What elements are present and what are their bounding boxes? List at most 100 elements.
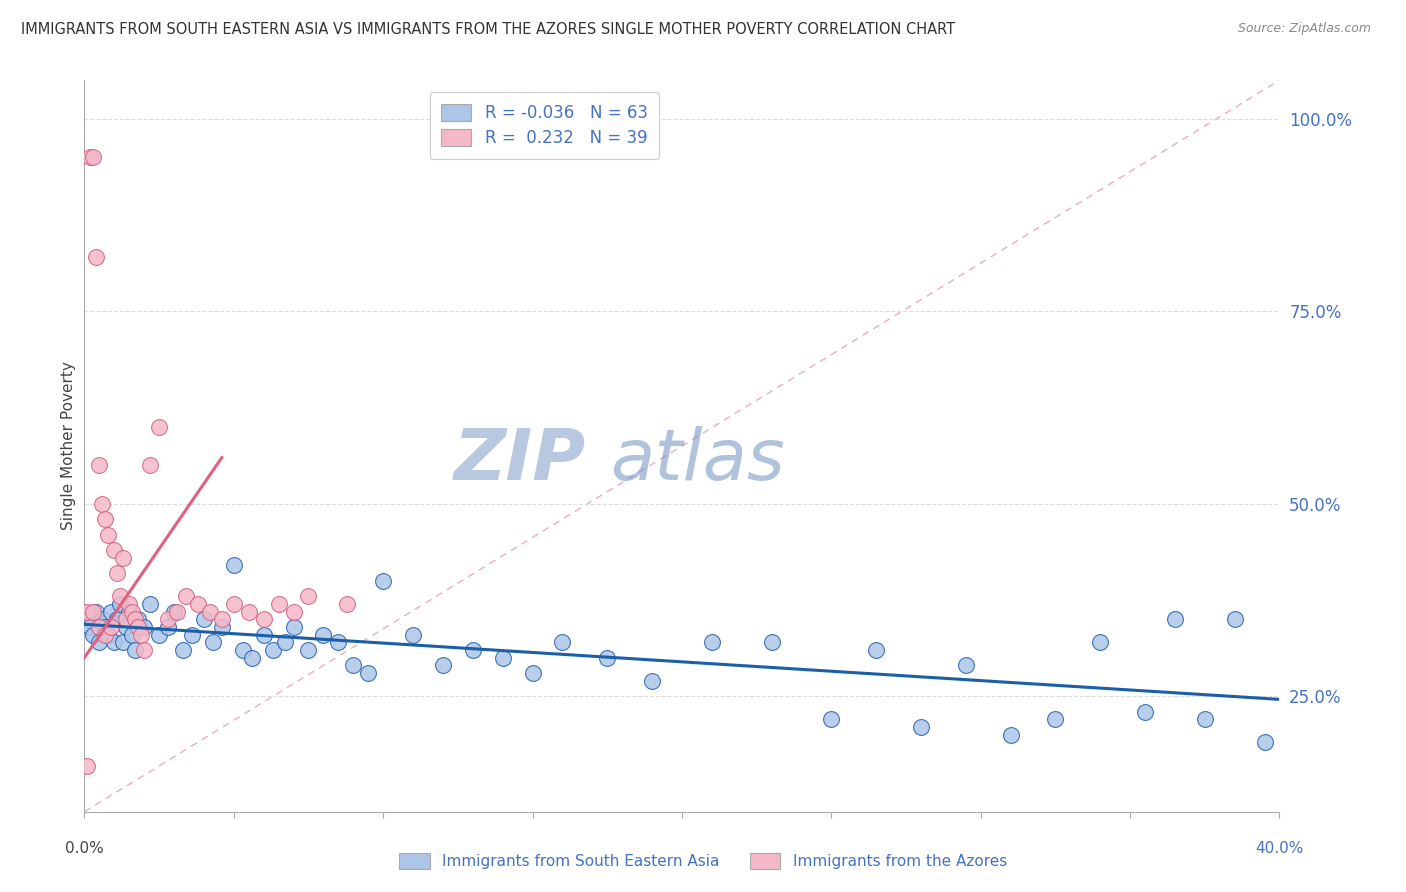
Point xyxy=(91,497,114,511)
Point xyxy=(94,627,117,641)
Point xyxy=(253,627,276,641)
Point xyxy=(174,589,197,603)
Point xyxy=(1090,635,1112,649)
Point xyxy=(103,543,125,558)
Text: atlas: atlas xyxy=(610,426,785,495)
Point xyxy=(1133,705,1156,719)
Point xyxy=(283,605,305,619)
Point xyxy=(432,658,454,673)
Point xyxy=(253,612,276,626)
Point xyxy=(187,597,209,611)
Point xyxy=(211,612,233,626)
Point xyxy=(283,620,305,634)
Point xyxy=(82,605,104,619)
Point xyxy=(1000,728,1022,742)
Point xyxy=(157,620,180,634)
Point xyxy=(148,627,170,641)
Point xyxy=(132,620,156,634)
Point xyxy=(89,458,111,473)
Point xyxy=(110,597,132,611)
Point xyxy=(110,589,132,603)
Text: Source: ZipAtlas.com: Source: ZipAtlas.com xyxy=(1237,22,1371,36)
Point xyxy=(461,643,484,657)
Point xyxy=(89,635,111,649)
Point xyxy=(105,566,128,580)
Point xyxy=(297,589,319,603)
Legend: Immigrants from South Eastern Asia, Immigrants from the Azores: Immigrants from South Eastern Asia, Immi… xyxy=(394,847,1012,875)
Point xyxy=(86,251,108,265)
Point xyxy=(955,658,977,673)
Point xyxy=(172,643,194,657)
Point xyxy=(328,635,350,649)
Point xyxy=(297,643,319,657)
Point xyxy=(76,758,98,772)
Point xyxy=(1253,735,1275,749)
Point xyxy=(100,620,122,634)
Text: 40.0%: 40.0% xyxy=(1256,841,1303,856)
Point xyxy=(181,627,204,641)
Point xyxy=(273,635,295,649)
Point xyxy=(89,620,111,634)
Point xyxy=(97,627,120,641)
Point xyxy=(262,643,284,657)
Point xyxy=(118,605,141,619)
Point xyxy=(357,666,380,681)
Point xyxy=(76,612,98,626)
Point xyxy=(700,635,723,649)
Point xyxy=(211,620,233,634)
Point xyxy=(1164,612,1187,626)
Point xyxy=(163,605,186,619)
Point xyxy=(222,558,245,573)
Point xyxy=(865,643,887,657)
Point xyxy=(115,612,138,626)
Point xyxy=(97,527,120,541)
Point xyxy=(105,612,128,626)
Point xyxy=(641,673,664,688)
Point xyxy=(201,635,224,649)
Point xyxy=(82,150,104,164)
Point xyxy=(139,458,162,473)
Text: ZIP: ZIP xyxy=(454,426,586,495)
Point xyxy=(232,643,254,657)
Point xyxy=(76,605,98,619)
Point xyxy=(373,574,395,588)
Point xyxy=(522,666,544,681)
Point xyxy=(124,612,146,626)
Point xyxy=(129,627,152,641)
Point xyxy=(551,635,574,649)
Point xyxy=(94,620,117,634)
Point xyxy=(112,550,135,565)
Point xyxy=(100,605,122,619)
Point xyxy=(1194,712,1216,726)
Point xyxy=(132,643,156,657)
Point xyxy=(86,605,108,619)
Point xyxy=(267,597,290,611)
Point xyxy=(336,597,359,611)
Point xyxy=(94,512,117,526)
Point xyxy=(166,605,188,619)
Point xyxy=(193,612,215,626)
Point xyxy=(222,597,245,611)
Point xyxy=(115,620,138,634)
Point xyxy=(402,627,425,641)
Y-axis label: Single Mother Poverty: Single Mother Poverty xyxy=(60,361,76,531)
Point xyxy=(492,650,515,665)
Point xyxy=(127,620,149,634)
Point xyxy=(1045,712,1067,726)
Point xyxy=(910,720,932,734)
Point xyxy=(761,635,783,649)
Point xyxy=(79,620,101,634)
Point xyxy=(1223,612,1246,626)
Point xyxy=(240,650,263,665)
Legend: R = -0.036   N = 63, R =  0.232   N = 39: R = -0.036 N = 63, R = 0.232 N = 39 xyxy=(430,92,659,159)
Point xyxy=(312,627,335,641)
Point xyxy=(238,605,260,619)
Point xyxy=(148,419,170,434)
Text: IMMIGRANTS FROM SOUTH EASTERN ASIA VS IMMIGRANTS FROM THE AZORES SINGLE MOTHER P: IMMIGRANTS FROM SOUTH EASTERN ASIA VS IM… xyxy=(21,22,955,37)
Point xyxy=(127,612,149,626)
Point xyxy=(121,627,143,641)
Point xyxy=(112,635,135,649)
Point xyxy=(139,597,162,611)
Text: 0.0%: 0.0% xyxy=(65,841,104,856)
Point xyxy=(79,150,101,164)
